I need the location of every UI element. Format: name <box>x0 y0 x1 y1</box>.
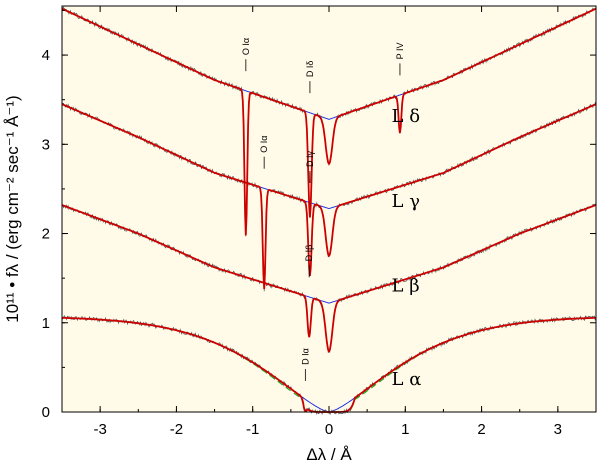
series-label: L δ <box>392 106 421 127</box>
y-tick-label: 0 <box>42 404 50 421</box>
feature-label: D Iα <box>300 348 310 365</box>
x-axis-title: Δλ / Å <box>306 445 352 464</box>
x-tick-label: 1 <box>401 421 409 438</box>
y-axis-title: 10¹¹ • fλ / (erg cm⁻² sec⁻¹ Å⁻¹) <box>3 95 22 322</box>
feature-label: D Iδ <box>305 61 315 78</box>
y-tick-label: 1 <box>42 315 50 332</box>
feature-label: O Iα <box>259 135 269 152</box>
y-tick-label: 4 <box>42 47 50 64</box>
model-fit-4 <box>61 7 597 236</box>
y-tick-label: 3 <box>42 136 50 153</box>
plot-frame <box>61 5 597 413</box>
x-tick-label: 0 <box>325 421 333 438</box>
series-label: L β <box>392 276 420 297</box>
x-tick-label: -1 <box>246 421 259 438</box>
feature-label: O Iα <box>241 38 251 55</box>
series-label: L α <box>392 369 422 390</box>
model-fit-3 <box>61 103 597 290</box>
series-label: L γ <box>392 191 420 212</box>
series-layer <box>61 6 597 416</box>
axis-layer: -3 -2 -1 0 1 2 3 0 1 2 3 4 <box>42 6 597 438</box>
feature-label: D Iβ <box>304 245 314 262</box>
feature-label: P IV <box>395 42 405 59</box>
x-tick-label: -2 <box>170 421 183 438</box>
x-tick-label: 2 <box>477 421 485 438</box>
x-tick-label: 3 <box>554 421 562 438</box>
x-tick-label: -3 <box>93 421 106 438</box>
y-tick-label: 2 <box>42 226 50 243</box>
model-fit-2 <box>61 204 597 354</box>
feature-label: D Iγ <box>305 150 315 167</box>
annotation-layer: L α D Iα L β D Iβ L γ D Iγ O Iα L δ D Iδ O Iα P IV <box>241 38 422 390</box>
